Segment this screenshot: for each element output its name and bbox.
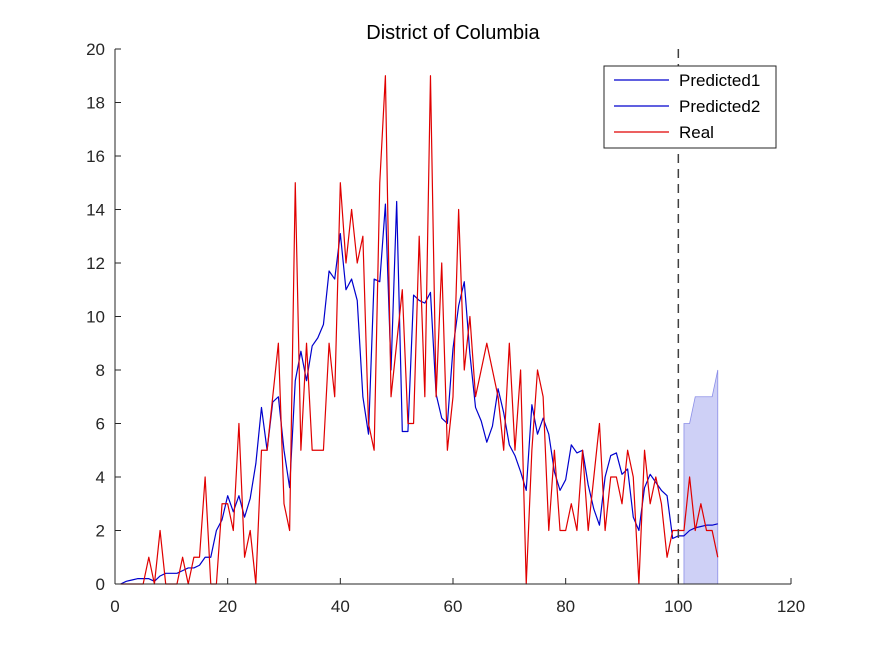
x-tick-label: 20 [218,597,237,616]
y-tick-label: 8 [96,361,105,380]
chart-title: District of Columbia [366,22,540,44]
x-tick-label: 40 [331,597,350,616]
legend-label-real: Real [679,123,714,142]
y-tick-label: 2 [96,522,105,541]
y-tick-label: 6 [96,415,105,434]
y-tick-label: 16 [86,147,105,166]
y-tick-label: 12 [86,254,105,273]
x-tick-label: 120 [777,597,805,616]
x-tick-label: 80 [556,597,575,616]
y-tick-label: 14 [86,201,105,220]
y-tick-label: 20 [86,40,105,59]
y-tick-label: 4 [96,468,105,487]
x-tick-label: 0 [110,597,119,616]
y-tick-label: 0 [96,575,105,594]
x-tick-label: 60 [444,597,463,616]
series-line-predicted2 [678,523,718,537]
series-line-real [120,75,719,585]
x-tick-label: 100 [664,597,692,616]
legend-label-predicted1: Predicted1 [679,71,760,90]
y-tick-label: 10 [86,308,105,327]
legend-label-predicted2: Predicted2 [679,97,760,116]
axes: 0 20 40 60 80 100 120 0 2 4 6 8 10 12 14 16 18 20 [86,40,805,616]
legend[interactable]: Predicted1 Predicted2 Real [603,65,777,149]
y-tick-label: 18 [86,94,105,113]
